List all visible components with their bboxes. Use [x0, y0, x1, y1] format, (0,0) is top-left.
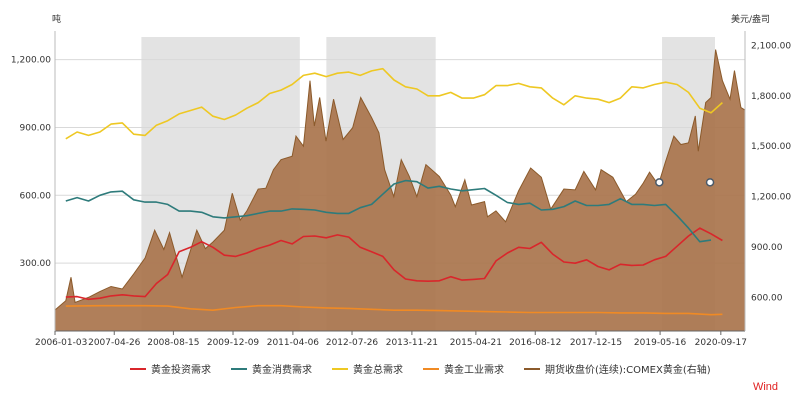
right-axis-unit: 美元/盎司: [731, 13, 770, 25]
x-tick-label: 2015-04-21: [450, 338, 502, 348]
x-tick-label: 2012-07-26: [326, 338, 379, 348]
y-left-tick-label: 900.00: [20, 123, 52, 133]
y-right-tick-label: 600.00: [751, 293, 783, 303]
legend-item[interactable]: 黄金投资需求: [130, 361, 211, 376]
x-tick-label: 2007-04-26: [88, 338, 141, 348]
series-line: [65, 304, 723, 316]
legend-label: 黄金消费需求: [252, 365, 312, 376]
marker-circle: [655, 178, 664, 187]
legend-swatch: [423, 367, 439, 370]
series-line: [65, 67, 723, 140]
axes: 300.00 600.00 900.00 1,200.00 600.00 900.00 1,…: [11, 13, 791, 348]
legend-label: 黄金工业需求: [444, 365, 504, 376]
legend-swatch: [130, 367, 146, 370]
x-tick-label: 2013-11-21: [386, 338, 438, 348]
series-line: [65, 179, 712, 243]
y-right-tick-label: 1,200.00: [751, 193, 791, 203]
legend-label: 黄金总需求: [353, 365, 403, 376]
x-tick-label: 2019-05-16: [634, 338, 687, 348]
legend-item[interactable]: 黄金工业需求: [423, 361, 504, 376]
series-area: [55, 49, 745, 331]
marker-circle: [705, 178, 715, 187]
legend-swatch: [332, 367, 348, 370]
legend-item[interactable]: 黄金总需求: [332, 361, 403, 376]
legend-item[interactable]: 期货收盘价(连续):COMEX黄金(右轴): [524, 361, 711, 376]
y-right-tick-label: 1,800.00: [751, 92, 791, 102]
y-left-tick-label: 300.00: [20, 259, 52, 269]
y-left-tick-label: 1,200.00: [11, 56, 51, 66]
comex-gold-area: [54, 49, 746, 331]
series-line: [65, 227, 723, 301]
source-label: Wind: [752, 381, 778, 393]
series-lines: [65, 67, 723, 316]
x-tick-label: 2008-08-15: [147, 338, 199, 348]
x-tick-label: 2006-01-03: [35, 338, 87, 348]
legend-item[interactable]: 黄金消费需求: [231, 361, 312, 376]
y-right-tick-label: 2,100.00: [751, 41, 791, 51]
circle-markers: [655, 178, 715, 187]
x-tick-label: 2016-08-12: [509, 338, 561, 348]
x-tick-label: 2017-12-15: [570, 338, 622, 348]
legend-swatch: [524, 367, 540, 370]
y-right-tick-label: 1,500.00: [751, 142, 791, 152]
x-tick-label: 2020-09-17: [695, 338, 747, 348]
y-left-tick-label: 600.00: [20, 191, 52, 201]
x-tick-label: 2009-12-09: [207, 338, 260, 348]
y-right-tick-label: 900.00: [751, 243, 783, 253]
legend: 黄金投资需求 黄金消费需求 黄金总需求 黄金工业需求 期货收盘价(连续):COMEX黄金…: [130, 361, 711, 376]
series-area-outline: [54, 49, 746, 311]
legend-label: 黄金投资需求: [151, 365, 211, 376]
legend-swatch: [231, 367, 247, 370]
legend-label: 期货收盘价(连续):COMEX黄金(右轴): [545, 365, 711, 376]
left-axis-unit: 吨: [52, 13, 61, 25]
x-tick-label: 2011-04-06: [267, 338, 320, 348]
